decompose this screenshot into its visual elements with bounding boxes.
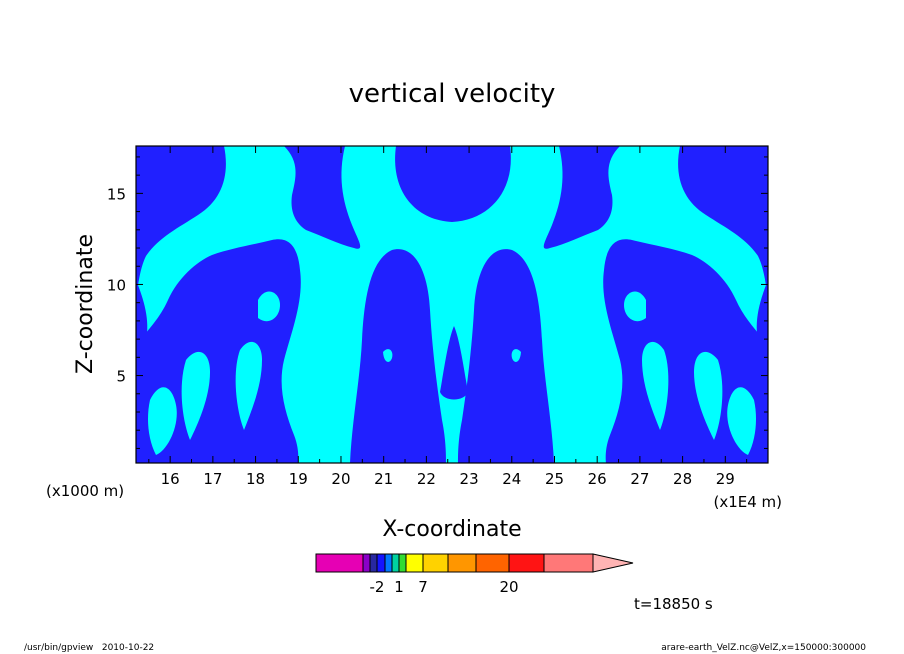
colorbar bbox=[315, 553, 634, 573]
colorbar-tick-label: -2 bbox=[370, 578, 385, 596]
colorbar-segment bbox=[384, 553, 393, 573]
contour-region bbox=[440, 326, 468, 400]
contour-regions bbox=[136, 146, 768, 463]
contour-region bbox=[694, 351, 723, 440]
contour-holes bbox=[148, 291, 756, 455]
x-tick-label: 22 bbox=[417, 470, 436, 488]
chart-title: vertical velocity bbox=[349, 79, 556, 109]
y-tick-label: 10 bbox=[107, 276, 126, 294]
x-axis-ticks: 16 17 18 19 20 21 22 23 24 25 26 27 28 29 bbox=[148, 146, 748, 488]
y-unit-note: (x1000 m) bbox=[46, 482, 124, 500]
contour-region bbox=[603, 239, 768, 463]
colorbar-segment bbox=[398, 553, 407, 573]
contour-region bbox=[136, 146, 226, 300]
contour-region bbox=[678, 146, 768, 300]
x-tick-label: 29 bbox=[716, 470, 735, 488]
contour-region bbox=[258, 291, 280, 322]
contour-region bbox=[458, 249, 554, 463]
contour-region bbox=[350, 249, 446, 463]
x-tick-label: 20 bbox=[331, 470, 350, 488]
contour-region bbox=[727, 387, 756, 455]
colorbar-tick-label: 20 bbox=[499, 578, 518, 596]
colorbar-segment bbox=[475, 553, 510, 573]
x-tick-label: 16 bbox=[161, 470, 180, 488]
footer-right: arare-earth_VelZ.nc@VelZ,x=150000:300000 bbox=[661, 643, 866, 653]
contour-region bbox=[148, 387, 177, 455]
colorbar-segment bbox=[362, 553, 371, 573]
colorbar-tick-label: 1 bbox=[394, 578, 404, 596]
contour-region bbox=[136, 239, 301, 463]
contour-region bbox=[511, 349, 521, 362]
y-axis-ticks: 5 10 15 bbox=[107, 156, 768, 449]
x-unit-note: (x1E4 m) bbox=[713, 493, 782, 511]
contour-region bbox=[642, 341, 669, 430]
colorbar-segment bbox=[369, 553, 378, 573]
contour-region bbox=[624, 291, 646, 322]
x-tick-label: 27 bbox=[630, 470, 649, 488]
y-axis-label: Z-coordinate bbox=[73, 234, 98, 374]
x-tick-label: 18 bbox=[246, 470, 265, 488]
colorbar-segment bbox=[376, 553, 386, 573]
colorbar-segment bbox=[391, 553, 400, 573]
contour-region bbox=[136, 280, 148, 345]
y-tick-label: 15 bbox=[107, 185, 126, 203]
contour-region bbox=[756, 280, 768, 345]
plot-area bbox=[135, 145, 769, 464]
colorbar-segment bbox=[447, 553, 477, 573]
colorbar-segment bbox=[422, 553, 449, 573]
colorbar-tick-label: 7 bbox=[418, 578, 428, 596]
footer-left: /usr/bin/gpview 2010-10-22 bbox=[24, 643, 154, 653]
colorbar-segment bbox=[405, 553, 424, 573]
x-tick-label: 17 bbox=[203, 470, 222, 488]
contour-region bbox=[543, 146, 620, 249]
contour-region bbox=[383, 349, 393, 362]
x-tick-label: 21 bbox=[374, 470, 393, 488]
colorbar-segment bbox=[315, 553, 364, 573]
x-tick-label: 24 bbox=[502, 470, 521, 488]
contour-region bbox=[235, 341, 262, 430]
time-label: t=18850 s bbox=[634, 595, 713, 613]
x-tick-label: 23 bbox=[460, 470, 479, 488]
y-tick-label: 5 bbox=[116, 368, 126, 386]
x-axis-label: X-coordinate bbox=[382, 517, 521, 542]
x-tick-label: 28 bbox=[673, 470, 692, 488]
contour-region bbox=[395, 146, 511, 222]
x-tick-label: 25 bbox=[545, 470, 564, 488]
contour-region bbox=[181, 351, 210, 440]
x-tick-label: 26 bbox=[588, 470, 607, 488]
colorbar-labels: -2 1 7 20 bbox=[370, 578, 519, 596]
x-tick-label: 19 bbox=[289, 470, 308, 488]
plot-frame bbox=[135, 145, 769, 464]
colorbar-segment bbox=[508, 553, 545, 573]
contour-region bbox=[284, 146, 361, 249]
colorbar-segment bbox=[543, 553, 594, 573]
colorbar-segment bbox=[592, 553, 634, 573]
